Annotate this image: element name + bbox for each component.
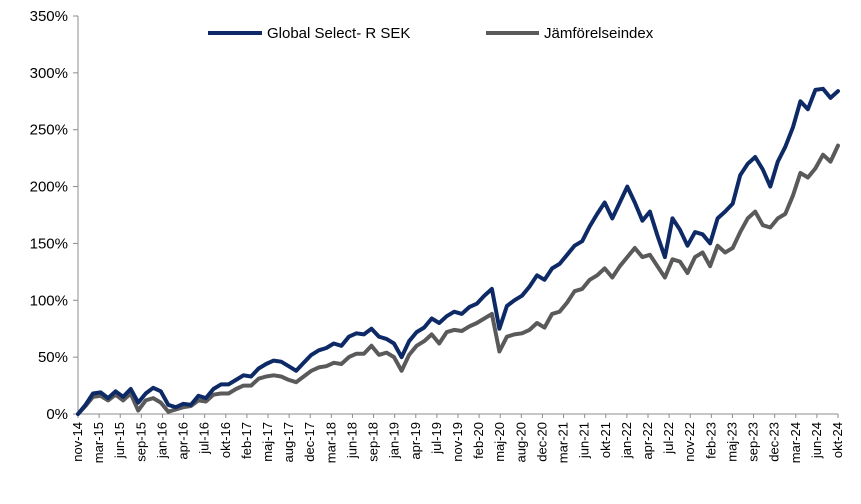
x-tick-label: dec-17 [302,422,317,462]
y-tick-label: 350% [30,8,68,25]
x-tick-label: maj-23 [724,422,739,462]
y-axis: 0% 50% 100% 150% 200% 250% 300% 350% [30,8,79,423]
x-tick-label: maj-20 [492,422,507,462]
series-layer [76,86,840,416]
x-tick-label: jan-16 [154,422,169,459]
x-tick-label: jun-24 [809,422,824,459]
x-tick-label: feb-23 [703,422,718,459]
x-tick-label: nov-14 [70,422,85,462]
x-tick-label: mar-21 [556,422,571,463]
x-tick-label: nov-19 [450,422,465,462]
x-tick-label: jan-22 [619,422,634,459]
x-tick-label: feb-17 [239,422,254,459]
y-tick-label: 50% [38,349,68,366]
x-tick-label: mar-18 [323,422,338,463]
y-tick-label: 200% [30,179,68,196]
x-tick-label: nov-22 [682,422,697,462]
x-tick-label: jul-22 [661,422,676,455]
legend-label-jamforelseindex: Jämförelseindex [544,25,654,42]
x-tick-label: okt-21 [598,422,613,458]
x-tick-label: apr-22 [640,422,655,460]
x-tick-label: aug-17 [281,422,296,462]
y-tick-label: 100% [30,292,68,309]
x-tick-label: mar-24 [788,422,803,463]
x-tick-label: jun-15 [112,422,127,459]
x-tick-label: dec-20 [534,422,549,462]
legend-label-global-select: Global Select- R SEK [267,25,410,42]
x-tick-label: sep-23 [746,422,761,462]
x-tick-label: mar-15 [91,422,106,463]
x-tick-label: dec-23 [767,422,782,462]
x-tick-label: okt-16 [218,422,233,458]
x-tick-label: aug-20 [513,422,528,462]
series-line-1 [76,143,840,416]
x-tick-label: okt-24 [830,422,845,458]
legend: Global Select- R SEK Jämförelseindex [208,25,654,42]
x-tick-label: apr-19 [408,422,423,460]
x-tick-label: feb-20 [471,422,486,459]
x-tick-label: jul-16 [197,422,212,455]
x-tick-label: jun-21 [577,422,592,459]
y-tick-label: 250% [30,122,68,139]
x-tick-label: jun-18 [344,422,359,459]
y-tick-label: 0% [46,406,68,423]
x-tick-label: sep-18 [366,422,381,462]
y-tick-label: 300% [30,65,68,82]
x-tick-label: sep-15 [133,422,148,462]
x-tick-label: maj-17 [260,422,275,462]
x-tick-label: apr-16 [176,422,191,460]
x-axis: nov-14 mar-15 jun-15 sep-15 jan-16 apr-16 jul-… [70,413,845,463]
x-tick-label: jan-19 [387,422,402,459]
series-line-0 [76,86,840,416]
y-tick-label: 150% [30,235,68,252]
x-tick-label: jul-19 [429,422,444,455]
